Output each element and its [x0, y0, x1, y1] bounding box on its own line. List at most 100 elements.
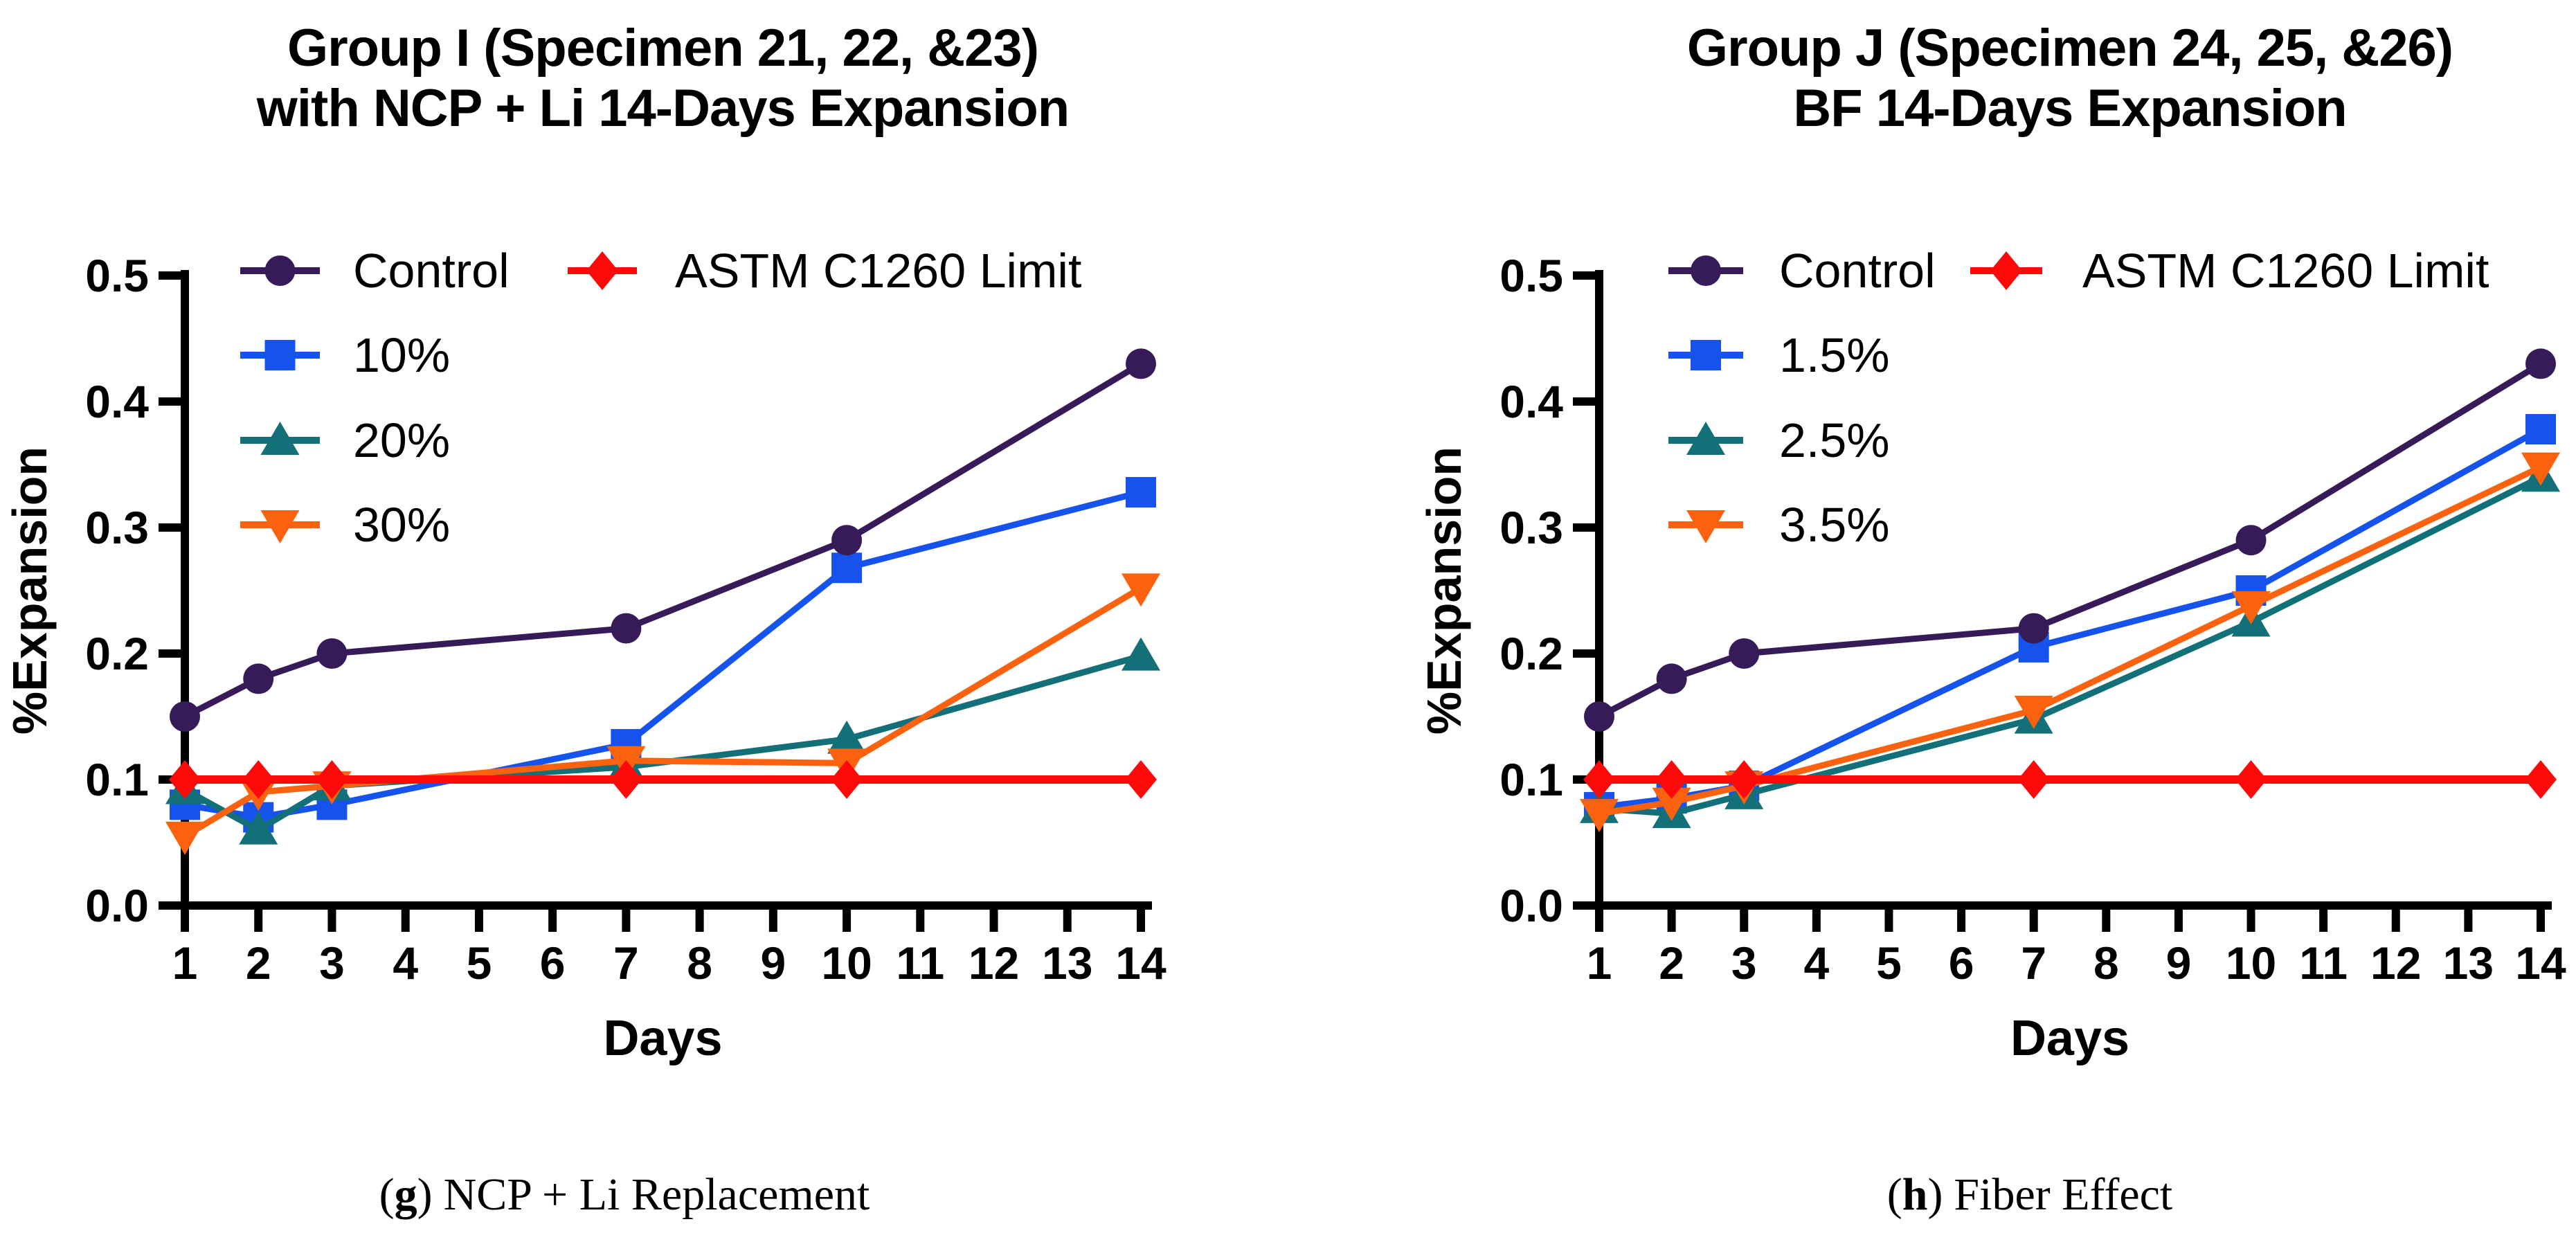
legend-item-1-5: 1.5%	[1668, 328, 1890, 382]
series-20-marker	[1122, 637, 1160, 671]
series-1-5	[1584, 414, 2556, 823]
y-tick-label: 0.0	[85, 880, 149, 931]
x-tick-label: 13	[2443, 937, 2494, 989]
x-tick-label: 8	[2093, 937, 2119, 989]
legend-label: Control	[353, 244, 510, 298]
series-astm-c1260-limit-marker	[1655, 760, 1688, 799]
series-1-5-marker	[2525, 414, 2556, 445]
x-tick-label: 9	[760, 937, 786, 989]
legend-label: Control	[1779, 244, 1936, 298]
x-tick-label: 4	[393, 937, 418, 989]
series-astm-c1260-limit-marker	[169, 760, 201, 799]
y-tick-label: 0.1	[1499, 754, 1563, 805]
x-tick-label: 5	[1876, 937, 1902, 989]
y-tick-label: 0.5	[85, 250, 149, 301]
caption-left-chart: (g) NCP + Li Replacement	[105, 1169, 1144, 1221]
x-tick-label: 3	[319, 937, 345, 989]
x-tick-label: 6	[540, 937, 566, 989]
series-control-marker	[2525, 348, 2556, 379]
x-tick-label: 7	[613, 937, 639, 989]
legend-label: 1.5%	[1779, 328, 1890, 382]
series-3-5-marker	[2521, 452, 2560, 486]
series-3-5	[1580, 452, 2560, 833]
x-tick-label: 5	[467, 937, 492, 989]
y-tick-label: 0.3	[85, 502, 149, 553]
x-tick-label: 2	[1659, 937, 1684, 989]
legend-square-icon	[264, 340, 296, 370]
legend: Control 1.5% 2.5% 3.5% ASTM C1260 Limit	[1668, 244, 2489, 552]
x-tick-label: 9	[2166, 937, 2192, 989]
series-astm-c1260-limit-marker	[2235, 760, 2267, 799]
series-astm-c1260-limit	[1583, 760, 2557, 799]
legend-square-icon	[1691, 340, 1721, 370]
legend-label: 10%	[353, 328, 450, 382]
legend-item-10: 10%	[240, 328, 450, 382]
legend-item-astm-c1260-limit: ASTM C1260 Limit	[568, 244, 1081, 298]
series-control-marker	[170, 701, 200, 732]
legend-item-control: Control	[1668, 244, 1936, 298]
x-tick-label: 1	[1587, 937, 1612, 989]
y-axis-title: %Expansion	[3, 447, 57, 735]
legend-triangle-up-icon	[1686, 422, 1725, 455]
legend-item-astm-c1260-limit: ASTM C1260 Limit	[1970, 244, 2489, 298]
series-control	[170, 348, 1156, 732]
series-1-5-line	[1598, 426, 2543, 811]
series-astm-c1260-limit-marker	[2017, 760, 2050, 799]
legend-triangle-up-icon	[260, 422, 300, 455]
caption-text-right: Fiber Effect	[1954, 1169, 2173, 1220]
x-axis-title: Days	[2010, 1011, 2129, 1066]
chart-title-line-1: Group J (Specimen 24, 25, &26)	[1687, 19, 2453, 78]
legend: Control 10% 20% 30% ASTM C1260 Limit	[240, 244, 1081, 552]
legend-label: 20%	[353, 413, 450, 467]
legend-item-3-5: 3.5%	[1668, 498, 1890, 552]
series-control	[1584, 348, 2556, 732]
caption-letter-h: h	[1902, 1169, 1928, 1220]
legend-triangle-down-icon	[260, 510, 300, 543]
series-10-marker	[1126, 477, 1156, 508]
caption-right-chart: (h) Fiber Effect	[1511, 1169, 2549, 1221]
series-30-marker	[1122, 573, 1160, 607]
series-10-marker	[831, 552, 863, 584]
x-tick-label: 12	[969, 937, 1019, 989]
series-20-marker	[827, 720, 867, 754]
series-control-marker	[1656, 663, 1687, 694]
x-tick-label: 11	[2299, 937, 2348, 989]
y-tick-label: 0.5	[1499, 250, 1563, 301]
series-control-marker	[1729, 638, 1760, 669]
y-tick-label: 0.0	[1499, 880, 1563, 931]
series-astm-c1260-limit-marker	[316, 760, 348, 799]
series-control-marker	[316, 638, 348, 669]
caption-close-paren: )	[417, 1169, 433, 1220]
x-tick-label: 1	[172, 937, 198, 989]
series-control-marker	[1126, 348, 1156, 379]
legend-item-control: Control	[240, 244, 510, 298]
x-tick-label: 4	[1803, 937, 1829, 989]
series-astm-c1260-limit-marker	[1125, 760, 1157, 799]
series-astm-c1260-limit-marker	[831, 760, 863, 799]
chart-title-line-1: Group I (Specimen 21, 22, &23)	[287, 19, 1038, 78]
legend-diamond-icon	[1990, 251, 2022, 290]
legend-circle-icon	[264, 255, 296, 286]
series-astm-c1260-limit-marker	[2525, 760, 2557, 799]
series-30-marker	[165, 821, 204, 855]
x-tick-label: 10	[2226, 937, 2276, 989]
series-control-marker	[611, 613, 642, 644]
series-30-line	[183, 585, 1143, 839]
y-tick-label: 0.1	[85, 754, 149, 805]
legend-diamond-icon	[586, 251, 618, 290]
y-tick-label: 0.4	[1499, 376, 1563, 427]
series-control-marker	[2018, 613, 2049, 644]
series-3-5-marker	[2014, 695, 2053, 729]
series-20-marker	[239, 811, 278, 845]
x-tick-label: 8	[687, 937, 712, 989]
x-tick-label: 14	[1115, 937, 1167, 989]
series-3-5-marker	[2231, 591, 2271, 624]
caption-close-paren: )	[1927, 1169, 1943, 1220]
legend-item-20: 20%	[240, 413, 450, 467]
x-tick-label: 12	[2370, 937, 2421, 989]
caption-text-left: NCP + Li Replacement	[443, 1169, 870, 1220]
legend-label: ASTM C1260 Limit	[675, 244, 1081, 298]
y-tick-label: 0.4	[85, 376, 149, 427]
